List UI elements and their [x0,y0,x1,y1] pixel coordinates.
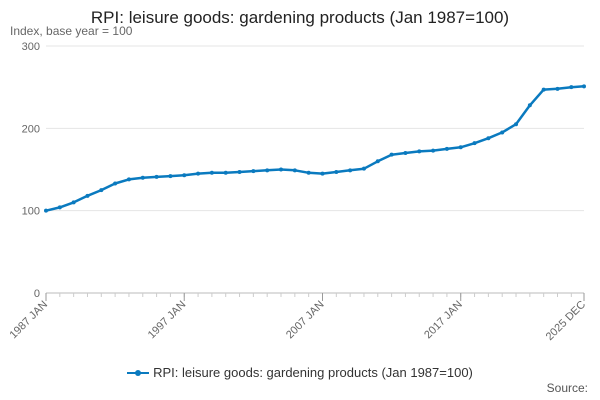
data-point [126,177,131,182]
data-point [113,181,118,186]
data-point [154,174,159,179]
data-point [334,169,339,174]
data-point [99,188,104,193]
series-line [45,85,585,212]
data-point [582,84,586,89]
data-point [569,85,574,90]
data-point [237,169,242,174]
source-label: Source: [546,381,588,395]
data-point [514,122,519,127]
data-point [500,130,505,135]
data-point [71,200,76,205]
data-point [348,168,353,173]
data-point [306,170,311,175]
x-tick-label: 1987 JAN [7,299,50,342]
data-point [196,171,201,176]
y-axis-label: Index, base year = 100 [10,24,133,38]
data-point [251,169,256,174]
data-point [361,166,366,171]
data-point [57,205,62,210]
data-point [417,149,422,154]
data-point [472,141,477,146]
y-tick-label: 100 [22,206,40,218]
data-point [444,146,449,151]
data-point [527,103,532,108]
x-tick-label: 2017 JAN [422,299,465,342]
legend-swatch [127,368,150,378]
data-point [209,170,214,175]
x-tick-label: 1997 JAN [146,299,189,342]
x-tick-label: 2025 DEC [544,299,588,343]
data-point [458,145,463,150]
data-point [389,152,394,157]
data-point [265,168,270,173]
y-tick-label: 0 [34,288,40,300]
data-point [182,173,187,178]
data-point [403,151,408,156]
data-point [168,174,173,179]
data-point [375,159,380,164]
legend[interactable]: RPI: leisure goods: gardening products (… [0,365,600,380]
data-point [140,175,145,180]
data-point [431,148,436,153]
data-point [279,167,284,172]
y-tick-label: 200 [22,123,40,135]
x-tick-label: 2007 JAN [284,299,327,342]
y-tick-label: 300 [22,41,40,53]
chart-title: RPI: leisure goods: gardening products (… [90,8,510,27]
data-point [320,171,325,176]
data-point [44,208,48,213]
data-point [486,136,491,141]
data-point [555,86,560,91]
data-point [223,170,228,175]
data-point [541,87,546,92]
data-point [292,168,297,173]
data-point [85,193,90,198]
legend-label: RPI: leisure goods: gardening products (… [153,365,473,380]
